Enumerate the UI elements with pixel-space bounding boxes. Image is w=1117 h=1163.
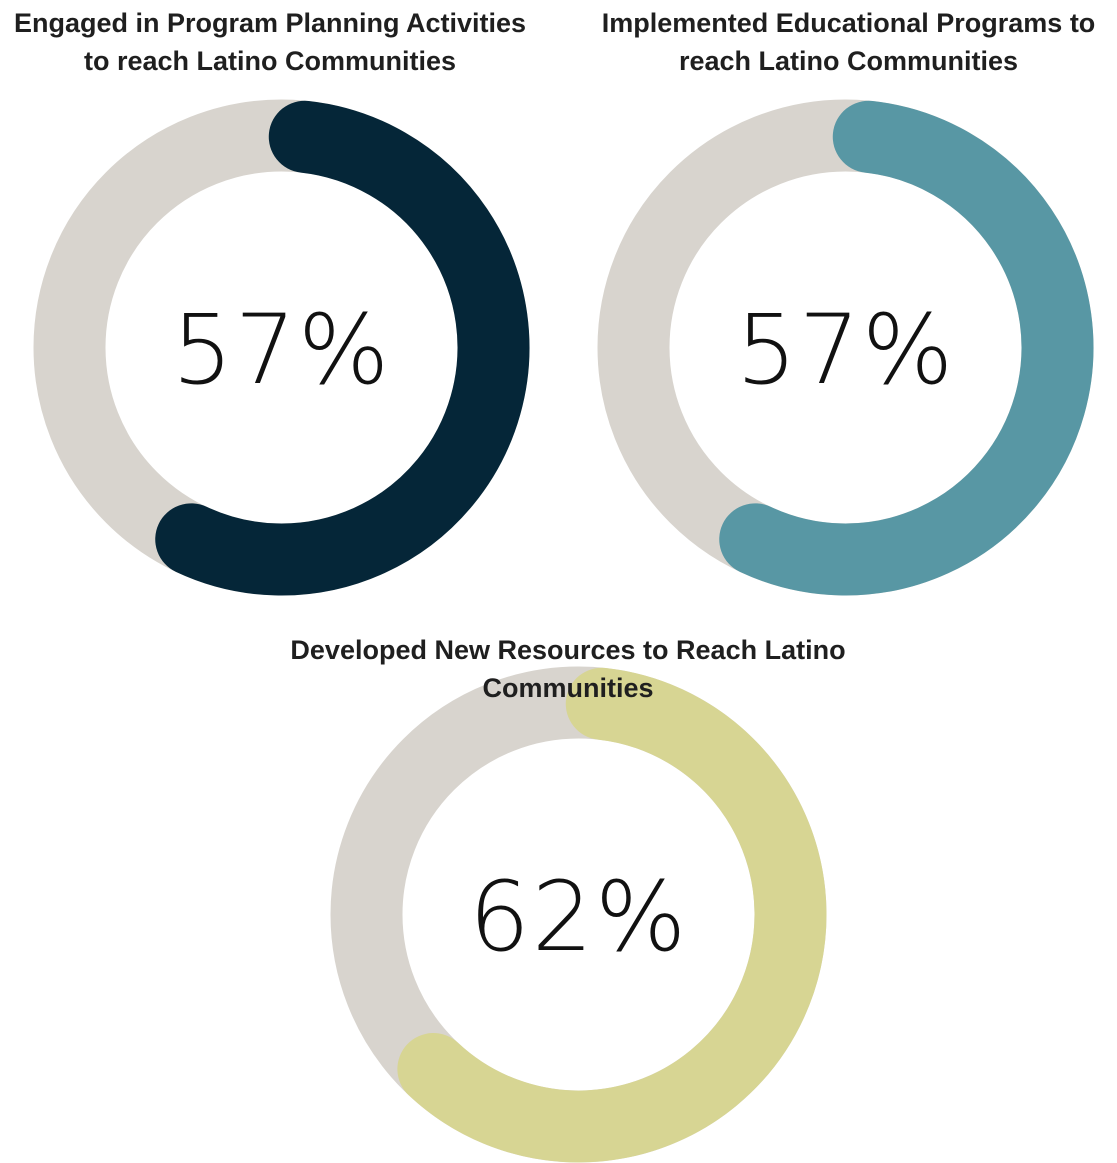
chart-title-new-resources: Developed New Resources to Reach Latino …: [290, 635, 846, 703]
donut-value-arc: [155, 100, 530, 596]
chart-title-program-planning: Engaged in Program Planning Activities t…: [13, 8, 527, 76]
donut-value-label: 57%: [172, 294, 391, 406]
donut-value-label: 57%: [736, 294, 955, 406]
donut-value-arc: [719, 100, 1094, 596]
chart-title-educational-programs: Implemented Educational Programs to reac…: [601, 8, 1096, 76]
donut-value-label: 62%: [469, 861, 688, 973]
donut-chart-program-planning: 57%: [33, 99, 530, 596]
donut-chart-educational-programs: 57%: [597, 99, 1094, 596]
donut-chart-new-resources: 62%: [330, 666, 827, 1163]
donut-value-arc: [397, 667, 827, 1163]
